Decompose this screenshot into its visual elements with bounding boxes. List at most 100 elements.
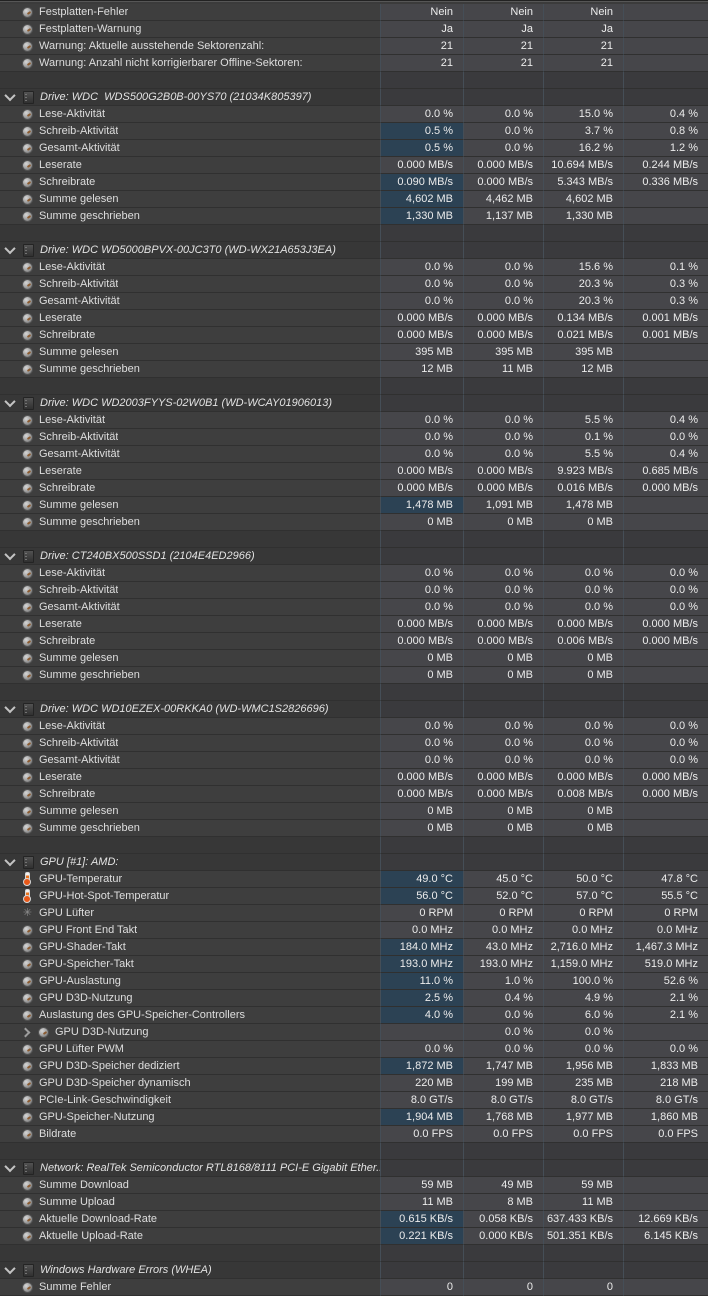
sensor-row[interactable]: Summe geschrieben 0 MB 0 MB 0 MB — [0, 667, 708, 684]
sensor-row[interactable]: Summe geschrieben 0 MB 0 MB 0 MB — [0, 820, 708, 837]
section-header-cell[interactable]: Drive: WDC WDS500G2B0B-00YS70 (21034K805… — [0, 89, 380, 106]
sensor-label-cell[interactable]: Gesamt-Aktivität — [0, 752, 380, 769]
value-cell[interactable]: 0 RPM — [380, 905, 463, 922]
sensor-label-cell[interactable]: Lese-Aktivität — [0, 412, 380, 429]
value-cell[interactable]: 0.0 % — [543, 599, 623, 616]
value-cell[interactable]: 0 MB — [380, 514, 463, 531]
value-cell[interactable]: 0.0 % — [463, 718, 543, 735]
value-cell[interactable]: 0.0 % — [463, 412, 543, 429]
sensor-row[interactable]: GPU-Speicher-Takt 193.0 MHz 193.0 MHz 1,159… — [0, 956, 708, 973]
sensor-label-cell[interactable]: Schreibrate — [0, 480, 380, 497]
value-cell[interactable]: 52.0 °C — [463, 888, 543, 905]
sensor-label-cell[interactable]: GPU D3D-Speicher dediziert — [0, 1058, 380, 1075]
sensor-row[interactable]: Summe Fehler 0 0 0 — [0, 1279, 708, 1296]
value-cell[interactable]: 1,091 MB — [463, 497, 543, 514]
sensor-label-cell[interactable]: Summe gelesen — [0, 191, 380, 208]
value-cell[interactable]: 519.0 MHz — [623, 956, 708, 973]
value-cell[interactable]: 0.000 MB/s — [463, 310, 543, 327]
value-cell[interactable]: 0 MB — [463, 820, 543, 837]
sensor-row[interactable]: GPU-Temperatur 49.0 °C 45.0 °C 50.0 °C 47.8 … — [0, 871, 708, 888]
value-cell[interactable]: 11 MB — [380, 1194, 463, 1211]
value-cell[interactable]: 56.0 °C — [380, 888, 463, 905]
value-cell[interactable]: 0.006 MB/s — [543, 633, 623, 650]
value-cell[interactable]: 0.0 % — [380, 1041, 463, 1058]
sensor-row[interactable]: ✳ GPU Lüfter 0 RPM 0 RPM 0 RPM 0 RPM — [0, 905, 708, 922]
sensor-row[interactable]: Lese-Aktivität 0.0 % 0.0 % 15.0 % 0.4 % — [0, 106, 708, 123]
value-cell[interactable]: 5.5 % — [543, 412, 623, 429]
value-cell[interactable] — [623, 803, 708, 820]
value-cell[interactable]: 0.0 % — [543, 565, 623, 582]
value-cell[interactable]: 0.8 % — [623, 123, 708, 140]
value-cell[interactable]: 0.4 % — [623, 446, 708, 463]
value-cell[interactable]: 0 MB — [380, 803, 463, 820]
value-cell[interactable] — [623, 4, 708, 21]
sensor-row[interactable]: Summe gelesen 1,478 MB 1,091 MB 1,478 MB — [0, 497, 708, 514]
value-cell[interactable]: 0.0 % — [380, 276, 463, 293]
section-header-cell[interactable]: Drive: CT240BX500SSD1 (2104E4ED2966) — [0, 548, 380, 565]
value-cell[interactable]: 0 RPM — [543, 905, 623, 922]
value-cell[interactable]: 0 MB — [543, 803, 623, 820]
value-cell[interactable]: 5.343 MB/s — [543, 174, 623, 191]
chevron-down-icon[interactable] — [4, 89, 16, 102]
value-cell[interactable]: 0.000 MB/s — [380, 157, 463, 174]
sensor-label-cell[interactable]: GPU-Auslastung — [0, 973, 380, 990]
value-cell[interactable]: 0.0 % — [463, 1041, 543, 1058]
value-cell[interactable]: 0.244 MB/s — [623, 157, 708, 174]
sensor-row[interactable]: Schreibrate 0.000 MB/s 0.000 MB/s 0.006 MB/… — [0, 633, 708, 650]
sensor-row[interactable]: Festplatten-Fehler Nein Nein Nein — [0, 4, 708, 21]
value-cell[interactable] — [623, 514, 708, 531]
sensor-row[interactable]: Auslastung des GPU-Speicher-Controllers 4… — [0, 1007, 708, 1024]
sensor-row[interactable]: Aktuelle Upload-Rate 0.221 KB/s 0.000 KB/s… — [0, 1228, 708, 1245]
value-cell[interactable]: 12 MB — [380, 361, 463, 378]
value-cell[interactable]: 16.2 % — [543, 140, 623, 157]
value-cell[interactable]: 20.3 % — [543, 293, 623, 310]
sensor-row[interactable]: Gesamt-Aktivität 0.0 % 0.0 % 5.5 % 0.4 % — [0, 446, 708, 463]
value-cell[interactable]: 0 MB — [380, 650, 463, 667]
value-cell[interactable]: 0.000 MB/s — [623, 480, 708, 497]
value-cell[interactable]: 0.008 MB/s — [543, 786, 623, 803]
value-cell[interactable]: 0.0 % — [463, 565, 543, 582]
value-cell[interactable]: 0.0 % — [623, 599, 708, 616]
section-header-row[interactable]: Network: RealTek Semiconductor RTL8168/8… — [0, 1160, 708, 1177]
sensor-label-cell[interactable]: GPU-Shader-Takt — [0, 939, 380, 956]
sensor-row[interactable]: Leserate 0.000 MB/s 0.000 MB/s 0.000 MB/s 0.… — [0, 616, 708, 633]
value-cell[interactable]: 0.0 % — [463, 599, 543, 616]
sensor-label-cell[interactable]: Schreibrate — [0, 633, 380, 650]
value-cell[interactable]: 0.000 MB/s — [463, 463, 543, 480]
sensor-row[interactable]: Lese-Aktivität 0.0 % 0.0 % 5.5 % 0.4 % — [0, 412, 708, 429]
value-cell[interactable]: 0 MB — [380, 667, 463, 684]
sensor-label-cell[interactable]: Auslastung des GPU-Speicher-Controllers — [0, 1007, 380, 1024]
value-cell[interactable]: 0.0 % — [380, 582, 463, 599]
value-cell[interactable]: 0.000 MB/s — [380, 310, 463, 327]
value-cell[interactable] — [623, 191, 708, 208]
section-header-row[interactable]: Drive: CT240BX500SSD1 (2104E4ED2966) — [0, 548, 708, 565]
value-cell[interactable]: 0.615 KB/s — [380, 1211, 463, 1228]
section-header-cell[interactable]: Drive: WDC WD10EZEX-00RKKA0 (WD-WMC1S282… — [0, 701, 380, 718]
value-cell[interactable]: 0.0 FPS — [623, 1126, 708, 1143]
value-cell[interactable] — [623, 650, 708, 667]
section-header-cell[interactable]: Drive: WDC WD5000BPVX-00JC3T0 (WD-WX21A6… — [0, 242, 380, 259]
sensor-label-cell[interactable]: Summe Upload — [0, 1194, 380, 1211]
value-cell[interactable]: 11 MB — [543, 1194, 623, 1211]
sensor-label-cell[interactable]: GPU D3D-Nutzung — [0, 990, 380, 1007]
sensor-row[interactable]: Warnung: Anzahl nicht korrigierbarer Off… — [0, 55, 708, 72]
sensor-label-cell[interactable]: Warnung: Aktuelle ausstehende Sektorenza… — [0, 38, 380, 55]
sensor-label-cell[interactable]: Summe geschrieben — [0, 514, 380, 531]
value-cell[interactable]: 0 — [543, 1279, 623, 1296]
value-cell[interactable]: 55.5 °C — [623, 888, 708, 905]
value-cell[interactable]: 12 MB — [543, 361, 623, 378]
value-cell[interactable]: 0.000 MB/s — [463, 327, 543, 344]
value-cell[interactable]: 21 — [543, 55, 623, 72]
value-cell[interactable] — [623, 497, 708, 514]
sensor-label-cell[interactable]: Festplatten-Fehler — [0, 4, 380, 21]
value-cell[interactable]: 0.4 % — [623, 412, 708, 429]
value-cell[interactable]: 1,860 MB — [623, 1109, 708, 1126]
value-cell[interactable]: 21 — [463, 55, 543, 72]
value-cell[interactable]: 0.000 MB/s — [463, 633, 543, 650]
value-cell[interactable]: 0.0 % — [623, 582, 708, 599]
value-cell[interactable]: 57.0 °C — [543, 888, 623, 905]
chevron-down-icon[interactable] — [4, 242, 16, 255]
value-cell[interactable]: 0.000 KB/s — [463, 1228, 543, 1245]
value-cell[interactable]: 20.3 % — [543, 276, 623, 293]
sensor-label-cell[interactable]: GPU D3D-Nutzung — [0, 1024, 380, 1041]
